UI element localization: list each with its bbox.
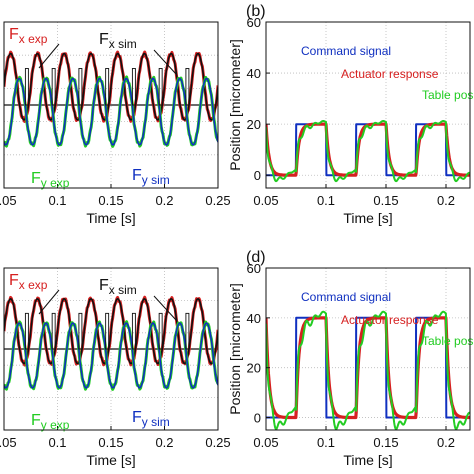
x-axis-title: Time [s] [343, 452, 392, 468]
x-tick-label: 0.1 [317, 193, 335, 208]
pulse-marker [158, 68, 163, 106]
annotation-fy-exp: Fy exp [31, 170, 70, 190]
series-f-y-sim [4, 322, 218, 389]
x-tick-label: 0.2 [437, 435, 455, 450]
y-tick-label: 60 [247, 15, 261, 30]
pulse-marker [158, 312, 163, 350]
x-axis-title: Time [s] [86, 210, 135, 226]
x-tick-label: 0.05 [253, 193, 278, 208]
y-tick-label: 0 [254, 411, 261, 426]
x-tick-label: 0.15 [373, 193, 398, 208]
series-label-1: Actuator response [341, 67, 439, 81]
pulse-marker [105, 312, 110, 350]
panel-position-bottom: 0.05 0.1 0.15 0.2 0 20 40 60 Command signal Actua… [227, 249, 473, 468]
panel-position-top: 0.05 0.1 0.15 0.2 0 20 40 60 Command signal Actua… [227, 3, 473, 226]
x-tick-label: 0.1 [48, 193, 66, 208]
series-label-2: Table pos [422, 334, 473, 348]
annotation-fy-sim: Fy sim [132, 409, 170, 429]
y-tick-label: 60 [247, 261, 261, 276]
panel-force-top: 0.05 0.1 0.15 0.2 0.25 Fx exp Fx sim Fy exp Fy s… [0, 21, 231, 226]
pulse-marker [131, 312, 136, 350]
leader-line [153, 295, 177, 321]
y-tick-label: 20 [247, 117, 261, 132]
plot-frame [3, 21, 219, 189]
annotation-fx-sim: Fx sim [99, 277, 137, 297]
x-tick-label: 0.25 [205, 193, 230, 208]
leader-line [38, 289, 60, 315]
series-actuator-response [266, 316, 470, 420]
plot-area [266, 22, 470, 188]
x-axis-title: Time [s] [343, 210, 392, 226]
pulse-marker [185, 312, 190, 350]
series-label-1: Actuator response [341, 313, 439, 327]
x-tick-label: 0.15 [98, 435, 123, 450]
y-axis-title: Position [micrometer] [227, 283, 243, 414]
pulse-marker [131, 68, 136, 106]
x-tick-label: 0.05 [0, 435, 17, 450]
panel-force-bottom: 0.05 0.1 0.15 0.2 0.25 Fx exp Fx sim Fy exp Fy s… [0, 267, 231, 468]
pulse-marker [185, 68, 190, 106]
series-table-pos [266, 120, 470, 183]
x-tick-label: 0.1 [317, 435, 335, 450]
y-axis-title: Position [micrometer] [227, 39, 243, 170]
plot-content [266, 22, 470, 188]
series-label-0: Command signal [301, 44, 391, 58]
x-tick-label: 0.2 [155, 435, 173, 450]
series-label-0: Command signal [301, 290, 391, 304]
plot-frame [3, 267, 219, 431]
plot-frame [265, 267, 471, 431]
pulse-marker [105, 68, 110, 106]
pulse-marker [24, 68, 29, 106]
annotation-fx-exp: Fx exp [9, 26, 48, 46]
annotation-fy-sim: Fy sim [132, 167, 170, 187]
annotation-fx-sim: Fx sim [99, 31, 137, 51]
y-tick-label: 20 [247, 361, 261, 376]
series-f-x-sim [4, 298, 218, 365]
x-tick-label: 0.1 [48, 435, 66, 450]
pulse-marker [24, 312, 29, 350]
series-table-pos [266, 310, 470, 430]
y-tick-label: 0 [254, 168, 261, 183]
x-tick-label: 0.2 [155, 193, 173, 208]
pulse-marker [51, 312, 56, 350]
x-tick-label: 0.15 [98, 193, 123, 208]
series-label-2: Table pos [422, 88, 473, 102]
x-tick-label: 0.15 [373, 435, 398, 450]
leader-line [153, 49, 177, 75]
plot-content [4, 22, 218, 188]
x-tick-label: 0.2 [437, 193, 455, 208]
panel-label: (b) [246, 3, 266, 20]
plot-content [4, 268, 218, 430]
series-f-x-sim [4, 52, 218, 121]
x-tick-label: 0.05 [253, 435, 278, 450]
series-f-y-sim [4, 77, 218, 146]
annotation-fx-exp: Fx exp [9, 272, 48, 292]
x-axis-title: Time [s] [86, 452, 135, 468]
leader-line [38, 43, 60, 69]
pulse-marker [51, 68, 56, 106]
plot-frame [265, 21, 471, 189]
x-tick-label: 0.25 [205, 435, 230, 450]
y-tick-label: 40 [247, 66, 261, 81]
pulse-marker [78, 312, 83, 350]
annotation-fy-exp: Fy exp [31, 412, 70, 432]
y-tick-label: 40 [247, 311, 261, 326]
pulse-marker [78, 68, 83, 106]
plot-content [266, 268, 470, 430]
panel-label: (d) [246, 249, 266, 266]
x-tick-label: 0.05 [0, 193, 17, 208]
